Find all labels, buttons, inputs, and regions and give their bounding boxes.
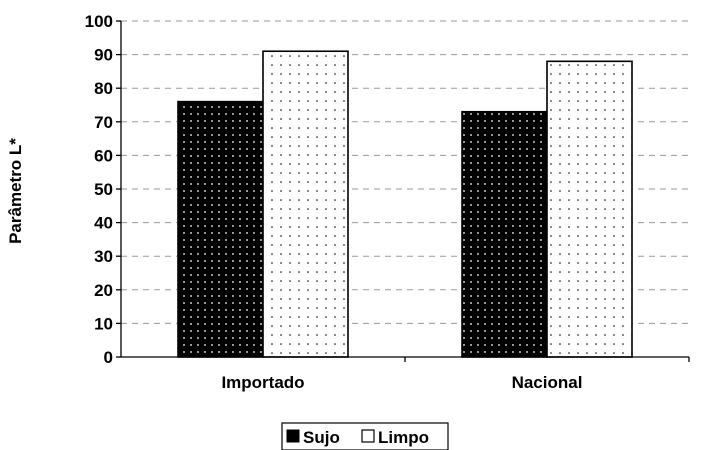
y-tick-label: 0 xyxy=(104,348,113,367)
y-tick-label: 10 xyxy=(94,314,113,333)
x-tick-labels: Importado Nacional xyxy=(221,373,582,392)
bars xyxy=(177,50,633,358)
y-tick-label: 50 xyxy=(94,180,113,199)
bar-limpo-nacional xyxy=(546,60,633,358)
legend-swatch-sujo xyxy=(286,429,300,443)
y-tick-labels: 0 10 20 30 40 50 60 70 80 90 100 xyxy=(85,12,113,367)
x-tick-label: Nacional xyxy=(512,373,583,392)
y-tick-label: 30 xyxy=(94,247,113,266)
bar-limpo-importado xyxy=(262,50,349,358)
axes xyxy=(116,20,690,362)
y-tick-label: 60 xyxy=(94,146,113,165)
y-tick-label: 90 xyxy=(94,46,113,65)
legend-label-sujo: Sujo xyxy=(303,428,340,447)
y-tick-label: 80 xyxy=(94,79,113,98)
bar-sujo-nacional xyxy=(461,110,548,358)
legend-label-limpo: Limpo xyxy=(378,428,429,447)
legend: Sujo Limpo xyxy=(281,422,449,450)
y-tick-label: 70 xyxy=(94,113,113,132)
y-tick-label: 100 xyxy=(85,12,113,31)
y-tick-label: 40 xyxy=(94,214,113,233)
y-tick-label: 20 xyxy=(94,281,113,300)
y-axis-label: Parâmetro L* xyxy=(6,138,25,244)
legend-swatch-limpo xyxy=(361,429,375,443)
bar-sujo-importado xyxy=(177,100,264,358)
x-tick-label: Importado xyxy=(221,373,304,392)
